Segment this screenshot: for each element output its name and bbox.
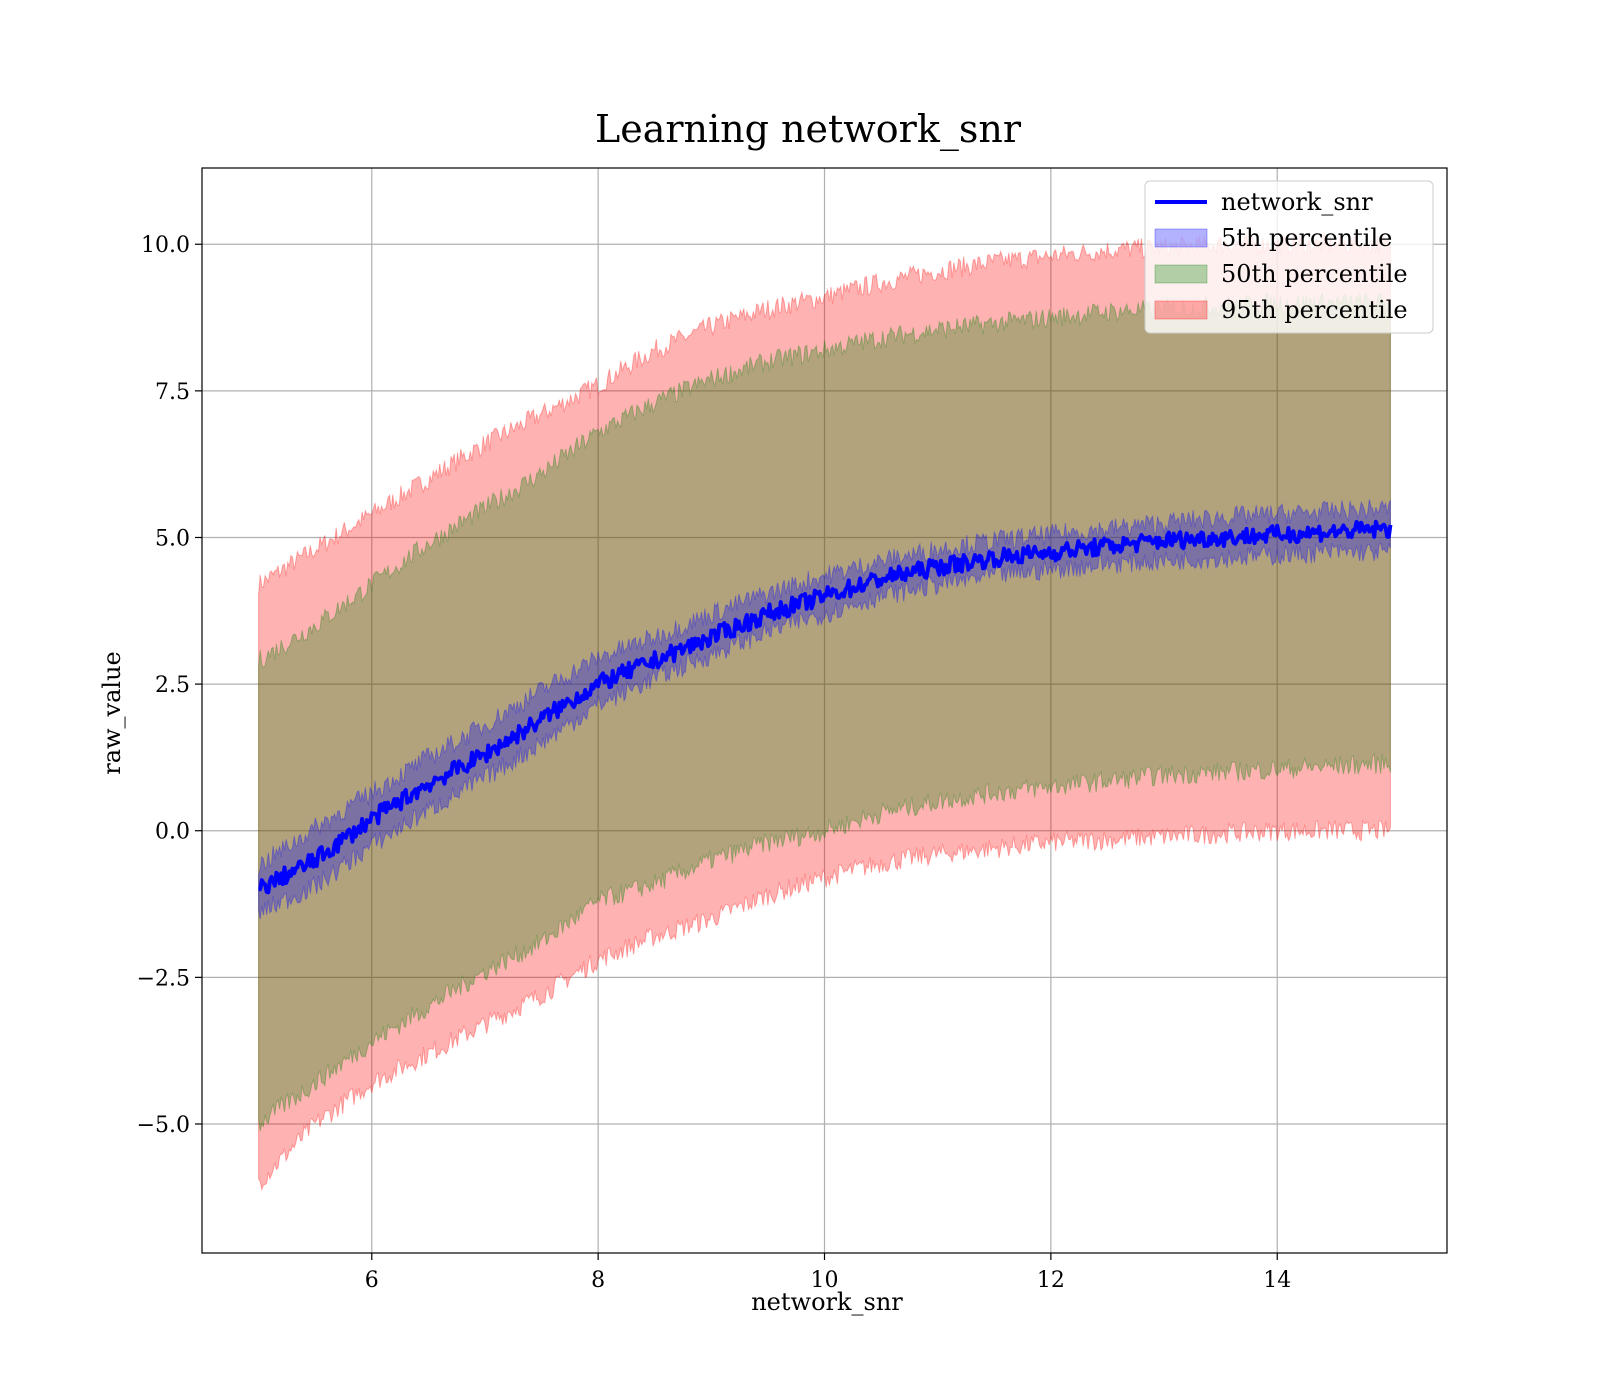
legend: network_snr 5th percentile 50th percentile…: [1144, 180, 1434, 334]
y-axis-ticks: −5.0 −2.5 0.0 2.5 5.0 7.5 10.0: [137, 233, 202, 1138]
band-95th-percentile: [258, 233, 1391, 1192]
band-50th-percentile: [258, 291, 1391, 1132]
x-tick-label: 12: [1037, 1268, 1065, 1293]
y-tick-label: −2.5: [137, 966, 190, 991]
y-axis-label: raw_value: [98, 651, 126, 775]
legend-label: 95th percentile: [1221, 296, 1408, 324]
y-tick-label: 7.5: [155, 380, 190, 405]
legend-label: 50th percentile: [1221, 260, 1408, 288]
y-tick-label: 5.0: [155, 526, 190, 551]
x-tick-label: 14: [1263, 1268, 1291, 1293]
legend-swatch-patch: [1154, 300, 1208, 320]
legend-label: network_snr: [1221, 188, 1373, 216]
x-axis-ticks: 6 8 10 12 14: [365, 1253, 1291, 1293]
legend-box: [1144, 180, 1434, 334]
x-tick-label: 8: [591, 1268, 605, 1293]
percentile-bands: [258, 233, 1391, 1192]
y-tick-label: 0.0: [155, 820, 190, 845]
y-tick-label: −5.0: [137, 1113, 190, 1138]
x-tick-label: 6: [365, 1268, 379, 1293]
y-tick-label: 10.0: [141, 233, 190, 258]
series-lines: [258, 519, 1393, 895]
band-5th-percentile: [258, 499, 1391, 920]
x-tick-label: 10: [811, 1268, 839, 1293]
legend-label: 5th percentile: [1221, 224, 1392, 252]
legend-swatch-patch: [1154, 264, 1208, 284]
legend-swatch-patch: [1154, 228, 1208, 248]
series-line-network-snr: [258, 519, 1393, 895]
y-tick-label: 2.5: [155, 673, 190, 698]
chart-title: Learning network_snr: [595, 107, 1022, 152]
x-axis-label: network_snr: [751, 1288, 903, 1316]
